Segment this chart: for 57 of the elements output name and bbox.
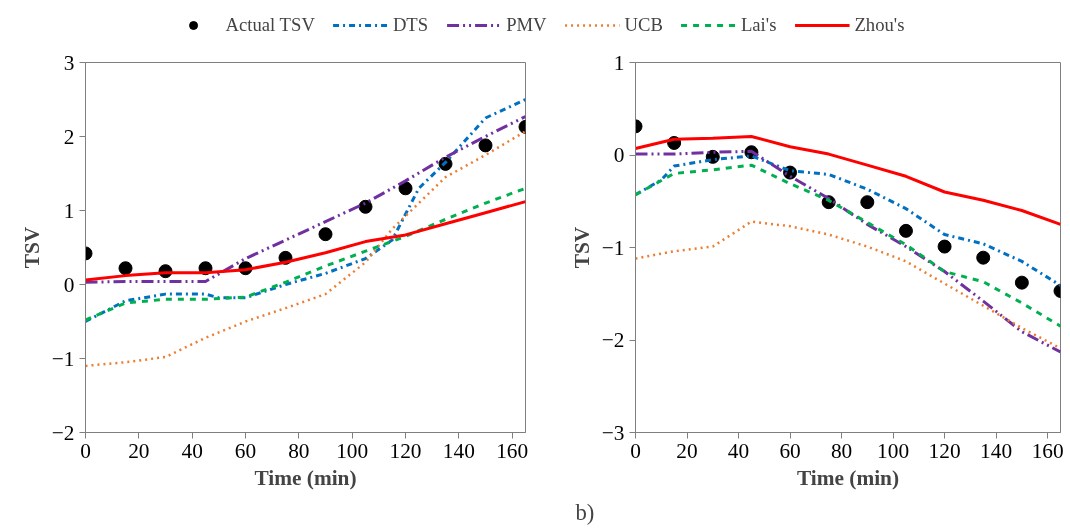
line-series (85, 186, 526, 322)
text: b) (575, 499, 595, 525)
y-tick-label: −3 (601, 420, 625, 445)
point (118, 261, 133, 276)
y-tick-label: 0 (613, 143, 625, 167)
y-tick-label: −2 (601, 328, 625, 352)
x-tick-label: 140 (442, 438, 475, 463)
point (318, 227, 333, 242)
x-tick-label: 120 (928, 438, 961, 463)
x-tick-label: 140 (980, 438, 1013, 463)
y-tick-label: 2 (63, 124, 75, 149)
y-tick-label: 0 (63, 272, 75, 297)
legend-label: DTS (392, 14, 429, 36)
line-series (85, 200, 526, 282)
y-axis-title: TSV (19, 226, 44, 269)
y-tick-label: 1 (63, 198, 75, 223)
y-tick-label: 3 (63, 50, 75, 75)
x-axis-title: Time (min) (796, 465, 900, 490)
x-tick-label: 40 (181, 438, 203, 463)
point (398, 181, 413, 196)
x-tick-label: 20 (676, 438, 698, 463)
x-tick-label: 100 (877, 438, 910, 463)
point (976, 250, 991, 265)
point (937, 239, 952, 254)
legend-label: UCB (624, 14, 663, 36)
point (860, 195, 875, 210)
legend-label: Actual TSV (225, 14, 315, 36)
x-tick-label: 80 (288, 438, 310, 463)
y-tick-label: −1 (601, 235, 625, 260)
y-tick-label: −1 (51, 346, 75, 371)
line-series (635, 135, 1061, 226)
line-series (635, 163, 1061, 328)
y-tick-label: −2 (51, 420, 75, 445)
legend-label: Zhou's (854, 14, 905, 36)
x-tick-label: 0 (80, 438, 91, 463)
point (358, 199, 373, 214)
point (1014, 275, 1029, 290)
x-tick-label: 60 (779, 438, 801, 463)
y-axis-title: TSV (569, 226, 594, 269)
x-tick-label: 160 (496, 438, 529, 463)
x-axis-title: Time (min) (254, 465, 357, 490)
x-tick-label: 20 (128, 438, 150, 463)
x-tick-label: 100 (336, 438, 369, 463)
x-tick-label: 60 (234, 438, 257, 463)
x-tick-label: 160 (1031, 438, 1064, 463)
legend-label: Lai's (740, 14, 777, 36)
line-series (85, 115, 526, 284)
point (898, 223, 913, 238)
point (478, 138, 493, 153)
x-tick-label: 0 (630, 438, 641, 463)
y-tick-label: 1 (613, 50, 625, 75)
line-series (635, 220, 1061, 350)
line-series (85, 98, 526, 323)
x-tick-label: 120 (389, 438, 422, 463)
x-tick-label: 40 (727, 438, 750, 463)
x-tick-label: 80 (830, 438, 853, 463)
legend-label: PMV (506, 14, 547, 36)
